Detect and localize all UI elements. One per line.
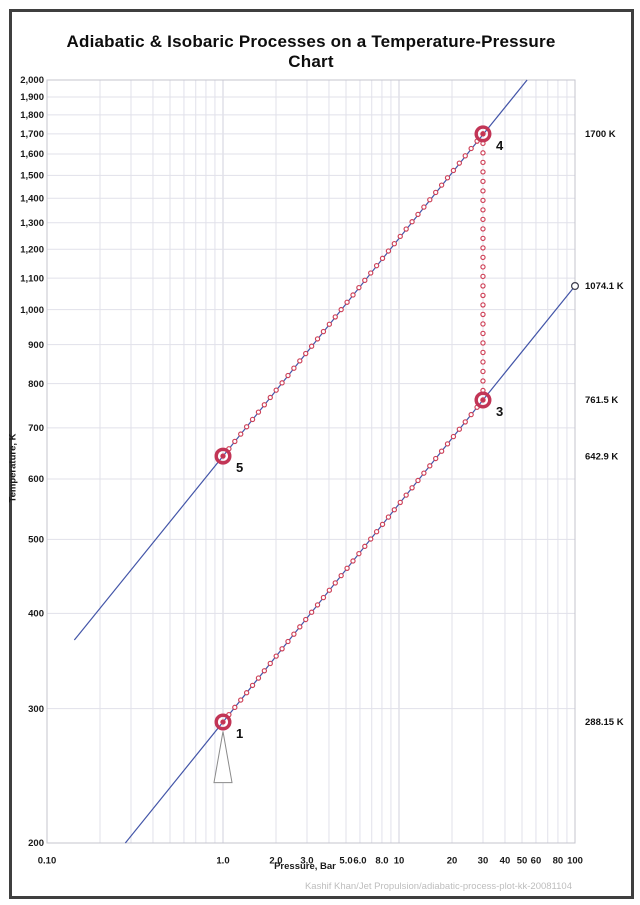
svg-text:3.0: 3.0 (300, 855, 313, 866)
chart-title: Adiabatic & Isobaric Processes on a Temp… (66, 32, 556, 71)
svg-text:1,800: 1,800 (20, 110, 44, 121)
svg-text:800: 800 (28, 379, 44, 390)
nozzle-triangle-icon (213, 731, 233, 784)
isentrope-lines (73, 79, 579, 844)
svg-text:900: 900 (28, 340, 44, 351)
svg-text:100: 100 (567, 855, 583, 866)
svg-text:1,700: 1,700 (20, 129, 44, 140)
state-point-marker-3 (474, 391, 492, 409)
svg-text:400: 400 (28, 609, 44, 620)
state-point-markers: 1 3 4 5 (214, 125, 504, 741)
watermark-text: Kashif Khan/Jet Propulsion/adiabatic-pro… (304, 881, 572, 892)
annotation-288.15K: 288.15 K (585, 717, 624, 728)
svg-text:40: 40 (500, 855, 511, 866)
isentrope-through-points-1-3 (124, 285, 576, 844)
svg-text:300: 300 (28, 704, 44, 715)
svg-text:700: 700 (28, 423, 44, 434)
svg-text:1,900: 1,900 (20, 92, 44, 103)
state-point-label-4: 4 (496, 138, 504, 153)
x-axis-title: Pressure, Bar (274, 861, 336, 872)
svg-text:1.0: 1.0 (216, 855, 229, 866)
svg-text:20: 20 (447, 855, 458, 866)
svg-text:50: 50 (517, 855, 528, 866)
svg-text:500: 500 (28, 535, 44, 546)
x-gridlines (46, 80, 576, 843)
svg-text:600: 600 (28, 474, 44, 485)
svg-text:5.0: 5.0 (339, 855, 352, 866)
svg-text:80: 80 (553, 855, 564, 866)
svg-text:2.0: 2.0 (269, 855, 282, 866)
svg-text:1,400: 1,400 (20, 193, 44, 204)
svg-text:200: 200 (28, 838, 44, 849)
state-point-marker-1 (214, 713, 232, 731)
svg-text:1,100: 1,100 (20, 273, 44, 284)
svg-text:8.0: 8.0 (375, 855, 388, 866)
svg-text:6.0: 6.0 (353, 855, 366, 866)
svg-text:10: 10 (394, 855, 405, 866)
x-tick-labels: 0.10 1.0 2.0 3.0 5.0 6.0 8.0 10 20 30 40 50 60 80 100 (38, 855, 583, 866)
svg-text:0.10: 0.10 (38, 855, 57, 866)
annotation-642.9K: 642.9 K (585, 451, 618, 462)
process-adiabatic-compression-1-to-3 (220, 397, 486, 725)
process-adiabatic-expansion-4-to-5 (220, 131, 486, 459)
svg-text:1,000: 1,000 (20, 305, 44, 316)
state-point-label-1: 1 (236, 726, 243, 741)
temperature-annotations: 1700 K 1074.1 K 761.5 K 642.9 K 288.15 K (585, 129, 624, 728)
svg-text:30: 30 (478, 855, 489, 866)
y-tick-labels: 200 300 400 500 600 700 800 900 1,000 1,100 1,200 1… (20, 75, 44, 849)
state-point-marker-4 (474, 125, 492, 143)
y-gridlines (47, 79, 575, 844)
state-point-label-3: 3 (496, 404, 503, 419)
svg-text:1,500: 1,500 (20, 171, 44, 182)
annotation-1700K: 1700 K (585, 129, 616, 140)
state-point-label-5: 5 (236, 460, 243, 475)
svg-text:1,300: 1,300 (20, 218, 44, 229)
plot-area-border (46, 79, 576, 844)
state-point-marker-5 (214, 447, 232, 465)
svg-text:1,200: 1,200 (20, 244, 44, 255)
annotation-761.5K: 761.5 K (585, 395, 618, 406)
process-isobaric-heating-3-to-4 (480, 131, 486, 403)
annotation-1074.1K: 1074.1 K (585, 281, 624, 292)
svg-text:1,600: 1,600 (20, 149, 44, 160)
svg-text:60: 60 (531, 855, 542, 866)
line-end-open-circle-icon (570, 281, 579, 290)
svg-text:2,000: 2,000 (20, 75, 44, 86)
